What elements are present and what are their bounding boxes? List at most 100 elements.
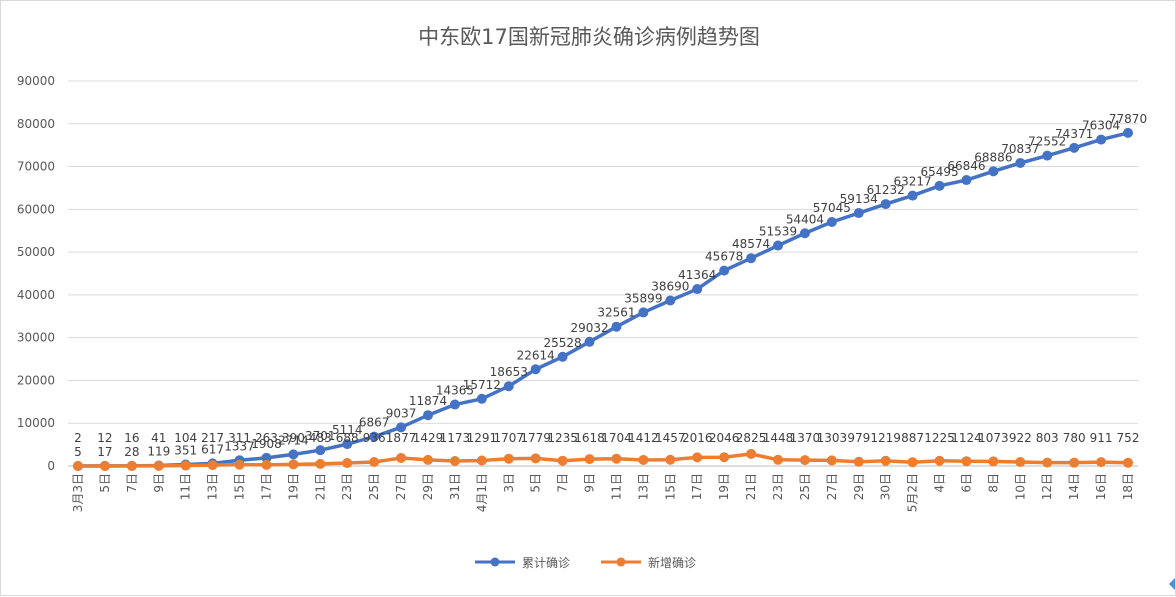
data-point (638, 307, 649, 318)
data-label: 63217 (894, 175, 932, 189)
resize-handle-icon[interactable] (1169, 578, 1175, 590)
x-tick-label: 15日 (233, 473, 247, 500)
data-point (342, 458, 353, 469)
x-tick-label: 23日 (771, 473, 785, 500)
x-tick-label: 16日 (1094, 473, 1108, 500)
data-point (476, 393, 487, 404)
x-tick-label: 9日 (583, 473, 597, 493)
data-label: 979 (847, 431, 870, 445)
x-tick-label: 3月3日 (71, 473, 85, 512)
data-label: 72552 (1028, 135, 1066, 149)
data-point (369, 431, 380, 442)
data-point (261, 452, 272, 463)
x-tick-label: 25日 (367, 473, 381, 500)
data-label: 76304 (1082, 119, 1120, 133)
data-point (584, 454, 595, 465)
data-point (638, 454, 649, 465)
y-tick-label: 60000 (17, 202, 55, 216)
data-label: 936 (363, 431, 386, 445)
x-tick-label: 4日 (933, 473, 947, 493)
chart-title: 中东欧17国新冠肺炎确诊病例趋势图 (418, 25, 760, 49)
x-tick-label: 8日 (986, 473, 1000, 493)
data-labels: 5 17 28 119 351 617 13371908271437015114686790… (74, 112, 1147, 459)
data-point (503, 453, 514, 464)
data-label: 263 (255, 431, 278, 445)
data-label: 1370 (790, 431, 821, 445)
data-label: 41364 (678, 268, 716, 282)
data-point (880, 455, 891, 466)
data-point (799, 228, 810, 239)
x-tick-label: 5月2日 (906, 473, 920, 512)
data-label: 1707 (493, 431, 524, 445)
data-label: 5114 (332, 423, 363, 437)
legend-label: 新增确诊 (648, 555, 696, 570)
x-tick-label: 5日 (98, 473, 112, 493)
data-point (1015, 157, 1026, 168)
data-point (1069, 457, 1080, 468)
data-label: 1704 (601, 431, 632, 445)
x-tick-label: 11日 (609, 473, 623, 500)
data-point (719, 265, 730, 276)
data-label: 32561 (597, 306, 635, 320)
x-tick-label: 29日 (421, 473, 435, 500)
data-point (853, 456, 864, 467)
data-label: 18653 (490, 365, 528, 379)
data-label: 14365 (436, 384, 474, 398)
data-point (934, 455, 945, 466)
data-label: 6867 (359, 416, 390, 430)
data-label: 2 (74, 431, 82, 445)
data-point (423, 454, 433, 465)
data-label: 61232 (867, 183, 905, 197)
data-point (315, 458, 326, 469)
data-label: 1235 (547, 431, 578, 445)
data-label: 28 (124, 445, 139, 459)
data-point (449, 399, 460, 410)
y-tick-label: 10000 (17, 416, 55, 430)
data-label: 217 (201, 431, 224, 445)
legend-marker (490, 557, 500, 567)
data-point (665, 454, 676, 465)
data-point (907, 457, 918, 468)
x-tick-label: 27日 (825, 473, 839, 500)
data-point (692, 284, 703, 295)
data-point (1042, 457, 1053, 468)
data-point (288, 459, 299, 470)
data-label: 1225 (924, 431, 955, 445)
data-point (396, 422, 407, 433)
data-label: 780 (1063, 431, 1086, 445)
data-point (153, 460, 164, 471)
x-axis: 3月3日 5日 7日 9日 11日 13日 15日 17日 19日 21日 23日 25日 27日 29日… (68, 465, 1138, 512)
data-label: 2016 (682, 431, 713, 445)
x-tick-label: 11日 (179, 473, 193, 500)
data-point (530, 364, 541, 375)
data-point (396, 452, 407, 463)
data-label: 48574 (732, 237, 770, 251)
data-point (665, 295, 676, 306)
data-point (611, 321, 622, 332)
x-tick-label: 19日 (286, 473, 300, 500)
data-point (369, 456, 380, 467)
data-point (1042, 150, 1053, 161)
y-tick-label: 90000 (17, 74, 55, 88)
data-label: 2046 (709, 431, 740, 445)
data-label: 922 (1009, 431, 1032, 445)
data-point (961, 456, 972, 467)
data-point (207, 460, 218, 471)
y-tick-label: 40000 (17, 288, 55, 302)
data-label: 59134 (840, 192, 878, 206)
data-point (288, 449, 299, 460)
y-tick-label: 30000 (17, 331, 55, 345)
x-tick-label: 17日 (259, 473, 273, 500)
data-point (1015, 457, 1026, 468)
data-label: 1412 (628, 431, 659, 445)
data-label: 9037 (386, 406, 417, 420)
x-tick-label: 13日 (636, 473, 650, 500)
data-label: 70837 (1001, 142, 1039, 156)
data-point (934, 180, 945, 191)
x-tick-label: 5日 (529, 473, 543, 493)
data-point (1123, 457, 1133, 468)
x-tick-label: 19日 (717, 473, 731, 500)
x-tick-label: 21日 (744, 473, 758, 500)
x-tick-label: 7日 (125, 473, 139, 493)
